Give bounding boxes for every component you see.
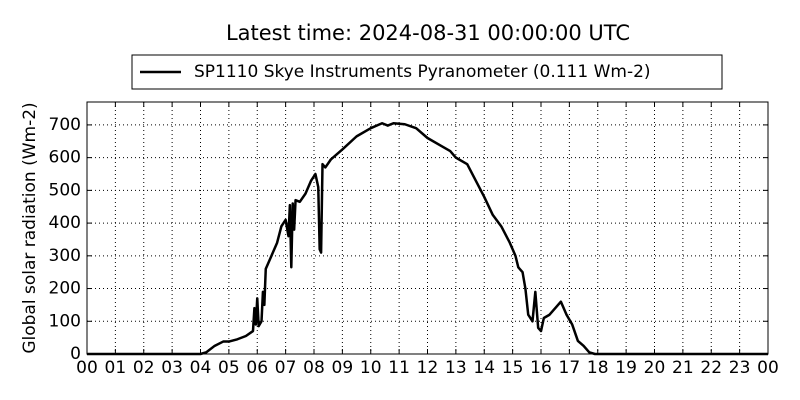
- y-axis-label: Global solar radiation (Wm-2): [20, 102, 40, 353]
- x-tick-label: 09: [332, 358, 354, 378]
- x-tick-label: 21: [672, 358, 694, 378]
- data-line: [87, 122, 768, 356]
- x-tick-label: 12: [417, 358, 439, 378]
- x-tick-label: 22: [700, 358, 722, 378]
- y-tick-label: 500: [49, 180, 81, 200]
- y-tick-label: 100: [49, 311, 81, 331]
- x-tick-label: 17: [559, 358, 581, 378]
- x-tick-label: 16: [530, 358, 552, 378]
- x-tick-label: 08: [303, 358, 325, 378]
- x-tick-label: 18: [587, 358, 609, 378]
- legend-label: SP1110 Skye Instruments Pyranometer (0.1…: [194, 62, 651, 82]
- x-tick-label: 05: [218, 358, 240, 378]
- y-tick-label: 400: [49, 213, 81, 233]
- legend-box: [131, 54, 723, 90]
- y-tick-label: 600: [49, 148, 81, 168]
- x-tick-label: 13: [445, 358, 467, 378]
- x-tick-label: 02: [133, 358, 155, 378]
- x-tick-label: 06: [246, 358, 268, 378]
- x-tick-label: 20: [644, 358, 666, 378]
- x-tick-label: 10: [360, 358, 382, 378]
- x-tick-label: 03: [161, 358, 183, 378]
- x-tick-label: 01: [105, 358, 127, 378]
- x-tick-label: 04: [190, 358, 212, 378]
- chart-title: Latest time: 2024-08-31 00:00:00 UTC: [226, 21, 630, 45]
- x-tick-label: 14: [473, 358, 495, 378]
- x-tick-label: 00: [76, 358, 98, 378]
- y-tick-label: 0: [70, 344, 81, 364]
- x-tick-label: 15: [502, 358, 524, 378]
- x-tick-label: 19: [615, 358, 637, 378]
- y-tick-label: 200: [49, 279, 81, 299]
- plot-frame: [86, 101, 769, 355]
- x-tick-label: 00: [757, 358, 779, 378]
- x-tick-label: 07: [275, 358, 297, 378]
- y-tick-label: 300: [49, 246, 81, 266]
- x-tick-label: 23: [729, 358, 751, 378]
- y-tick-label: 700: [49, 115, 81, 135]
- x-tick-label: 11: [388, 358, 410, 378]
